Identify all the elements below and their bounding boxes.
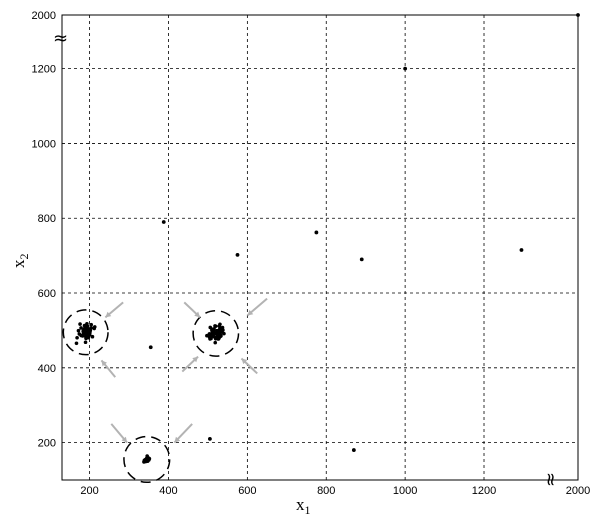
- x-axis-break-icon: ≈: [540, 472, 561, 487]
- arrow-marks: [100, 297, 268, 444]
- cluster-point: [205, 333, 209, 338]
- cluster-point: [79, 326, 83, 330]
- axes: [61, 14, 579, 481]
- outlier-point: [359, 257, 364, 262]
- cluster-point: [211, 331, 216, 336]
- y-axis-break-icon: ≈: [53, 28, 68, 49]
- cluster-point: [207, 332, 212, 336]
- cluster-point: [74, 341, 79, 346]
- cluster-point: [215, 331, 219, 336]
- cluster-point: [84, 335, 89, 339]
- cluster-point: [85, 327, 89, 331]
- cluster-point: [81, 331, 86, 336]
- x-axis-label: x1: [296, 495, 311, 514]
- x-tick-label: 1000: [393, 485, 417, 497]
- cluster-point: [217, 336, 221, 340]
- x-tick-label: 1200: [472, 485, 496, 497]
- cluster-circle: [123, 435, 171, 484]
- y-tick-label: 1200: [32, 64, 56, 76]
- cluster-circle: [192, 309, 240, 357]
- outlier-point: [148, 345, 153, 350]
- outlier-point: [161, 220, 166, 224]
- cluster-point: [213, 324, 217, 328]
- x-tick-label: 400: [159, 485, 177, 497]
- cluster-point: [143, 459, 148, 464]
- cluster-point: [147, 456, 152, 461]
- arrow-head: [194, 311, 201, 318]
- cluster-circle: [62, 309, 109, 356]
- outlier-point: [314, 230, 319, 235]
- cluster-point: [77, 332, 82, 336]
- arrow-head: [192, 356, 199, 363]
- cluster-point: [83, 340, 88, 345]
- outlier-point: [208, 436, 212, 441]
- arrow-head: [121, 436, 128, 443]
- cluster-point: [92, 325, 97, 329]
- arrow-head: [241, 358, 248, 365]
- cluster-point: [90, 334, 95, 339]
- x-tick-label: 800: [317, 485, 335, 497]
- tick-labels: 200 400 600 800 1000 1200 2000 200 400 600 800 1000…: [32, 10, 591, 497]
- plot-frame: [61, 14, 579, 481]
- cluster-point: [89, 325, 94, 330]
- cluster-point: [75, 336, 79, 340]
- x-tick-label: 200: [80, 485, 98, 497]
- cluster-point: [82, 328, 86, 332]
- arrow-head: [174, 436, 181, 443]
- outlier-point: [351, 448, 356, 452]
- cluster-point: [218, 327, 223, 331]
- y-tick-label: 800: [38, 213, 56, 225]
- arrow-head: [101, 360, 108, 367]
- outlier-point: [403, 66, 408, 71]
- y-tick-label: 400: [38, 363, 56, 375]
- cluster-point: [211, 327, 215, 332]
- cluster-point: [213, 336, 218, 341]
- arrow-head: [247, 309, 254, 316]
- cluster-point: [85, 324, 90, 328]
- y-axis-label: x2: [9, 254, 31, 269]
- y-tick-label: 2000: [32, 10, 56, 22]
- cluster-point: [220, 330, 224, 334]
- cluster-point: [208, 325, 213, 330]
- y-tick-label: 1000: [32, 138, 56, 150]
- data-points: [74, 13, 580, 464]
- cluster-point: [78, 322, 82, 326]
- x-tick-label: 2000: [566, 485, 590, 497]
- cluster-circles: [62, 309, 240, 484]
- y-tick-label: 600: [38, 288, 56, 300]
- outlier-point: [519, 248, 524, 252]
- cluster-point: [89, 322, 94, 327]
- grid-lines: [62, 14, 579, 480]
- outlier-point: [235, 252, 240, 257]
- arrow-head: [105, 311, 112, 318]
- cluster-point: [76, 328, 81, 333]
- y-tick-label: 200: [38, 438, 56, 450]
- cluster-point: [213, 340, 218, 345]
- x-tick-label: 600: [238, 485, 256, 497]
